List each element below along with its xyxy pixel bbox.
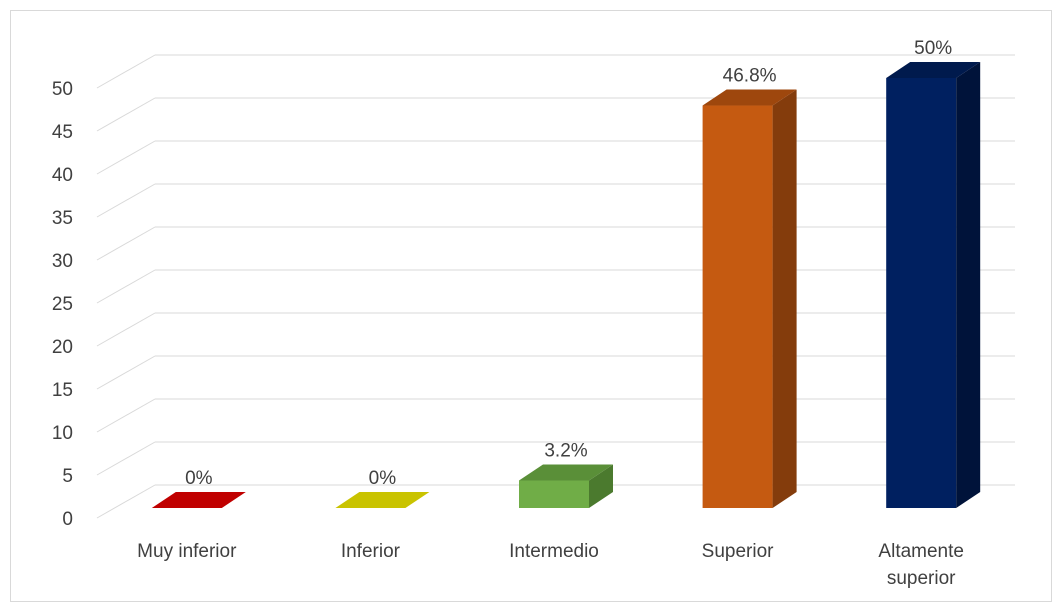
bar-top [519,464,613,481]
y-tick-label: 25 [52,294,73,315]
gridline-diagonal [96,226,156,261]
gridline-diagonal [96,183,156,218]
data-label: 46.8% [723,66,777,87]
category-label: Altamente [878,541,964,562]
bar-front [702,105,773,509]
gridline-diagonal [96,355,156,390]
gridline-diagonal [96,54,156,89]
y-tick-label: 15 [52,380,73,401]
gridline-diagonal [96,312,156,347]
y-tick-label: 35 [52,208,73,229]
data-label: 0% [185,468,213,489]
y-tick-label: 10 [52,423,73,444]
bar-top [886,62,981,78]
bar-top [335,492,430,508]
y-tick-label: 50 [52,79,73,100]
y-tick-label: 0 [62,509,73,530]
data-label: 50% [914,38,952,59]
gridline-diagonal [96,269,156,304]
gridline-diagonal [96,441,156,476]
bar-side [772,89,797,509]
bar-front [519,480,589,508]
y-tick-label: 40 [52,165,73,186]
gridline-diagonal [96,97,156,132]
bar-top [702,89,797,106]
category-label: superior [887,568,956,589]
bar-front [886,78,957,508]
bar-side [589,464,613,508]
y-tick-label: 45 [52,122,73,143]
data-label: 3.2% [544,440,587,461]
category-label: Superior [702,541,774,562]
y-tick-label: 20 [52,337,73,358]
gridline-diagonal [96,398,156,433]
y-tick-label: 30 [52,251,73,272]
data-label: 0% [369,468,397,489]
gridline-diagonal [96,484,156,519]
bar-top [151,492,246,508]
bar-side [956,62,981,508]
gridline-diagonal [96,140,156,175]
y-tick-label: 5 [62,466,73,487]
category-label: Inferior [341,541,401,562]
category-label: Intermedio [509,541,599,562]
category-label: Muy inferior [137,541,237,562]
